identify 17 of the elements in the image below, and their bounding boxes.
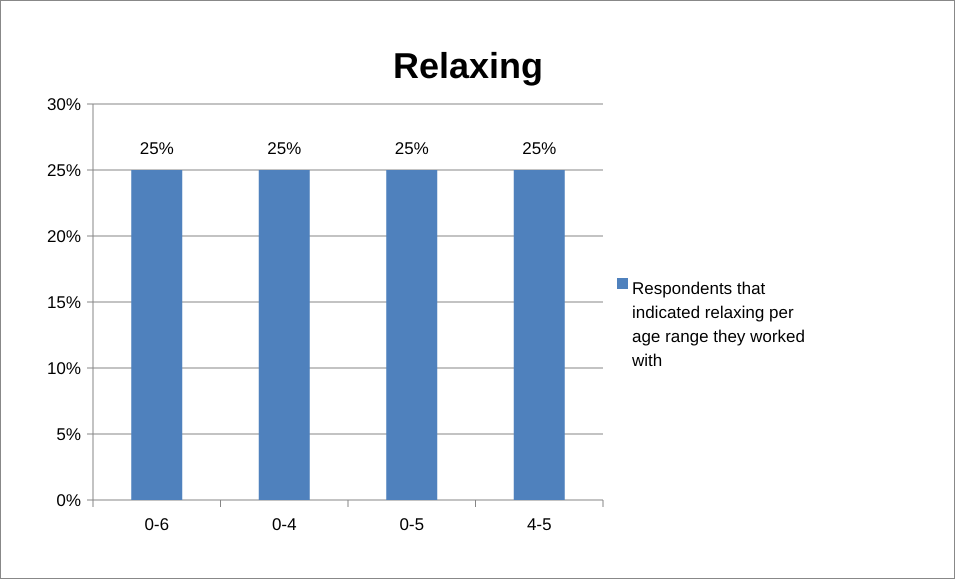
x-tick-label: 0-4 (272, 515, 297, 534)
legend-label: Respondents that indicated relaxing per age range they worked with (631, 279, 805, 370)
y-tick-label: 25% (46, 160, 81, 180)
y-tick-label: 15% (46, 292, 81, 312)
chart-title: Relaxing (392, 45, 544, 86)
y-tick-label: 20% (46, 226, 81, 246)
y-tick-label: 10% (46, 358, 81, 378)
y-tick-label: 30% (46, 94, 81, 114)
data-label: 25% (394, 139, 429, 158)
data-label: 25% (140, 139, 174, 158)
data-label: 25% (522, 139, 556, 158)
y-tick-label: 5% (56, 424, 81, 444)
data-label: 25% (267, 139, 302, 158)
x-tick-label: 0-6 (144, 515, 170, 534)
x-tick-label: 0-5 (399, 515, 424, 534)
x-tick-label: 4-5 (526, 515, 552, 534)
y-tick-label: 0% (56, 490, 81, 510)
